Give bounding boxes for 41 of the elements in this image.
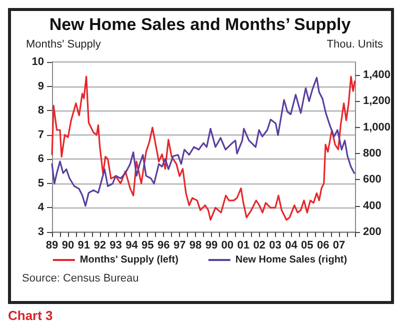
x-tick-label: 89: [46, 240, 58, 252]
x-tick-label: 98: [189, 240, 202, 252]
y-tick-label: 10: [32, 56, 44, 68]
source-note: Source: Census Bureau: [22, 272, 139, 284]
y2-tick-label: 200: [363, 226, 382, 238]
x-tick-label: 01: [237, 240, 250, 252]
y-axis-title: Months' Supply: [26, 38, 102, 50]
y-tick-label: 7: [38, 128, 44, 141]
y-tick-label: 8: [38, 104, 44, 117]
caption: Chart 3: [8, 308, 53, 323]
y2-tick-label: 1,200: [363, 95, 391, 108]
y2-tick-label: 400: [363, 200, 382, 212]
y-tick-label: 5: [38, 177, 44, 190]
x-tick-label: 93: [110, 240, 122, 252]
legend-label: Months' Supply (left): [80, 254, 178, 266]
y2-tick-label: 600: [363, 174, 382, 186]
x-tick-label: 97: [173, 240, 186, 252]
y2-tick-label: 1,400: [363, 69, 391, 82]
y-tick-label: 6: [38, 153, 44, 166]
x-tick-label: 96: [158, 240, 170, 252]
x-tick-label: 90: [62, 240, 74, 252]
x-tick-label: 00: [221, 240, 234, 252]
x-tick-label: 07: [332, 240, 346, 252]
x-tick-label: 06: [316, 240, 330, 252]
x-tick-label: 91: [78, 240, 90, 252]
y-tick-label: 9: [38, 80, 44, 92]
x-tick-label: 92: [94, 240, 106, 252]
y2-tick-label: 800: [363, 148, 382, 160]
x-tick-label: 05: [301, 240, 314, 252]
y2-axis-title: Thou. Units: [326, 38, 384, 50]
x-tick-label: 95: [142, 240, 154, 252]
y-tick-label: 4: [38, 202, 45, 214]
chart-title: New Home Sales and Months’ Supply: [49, 15, 352, 34]
x-tick-label: 04: [285, 240, 298, 252]
y2-tick-label: 1,000: [363, 121, 391, 134]
x-tick-label: 99: [205, 240, 218, 252]
x-tick-label: 94: [126, 240, 139, 252]
x-tick-label: 02: [253, 240, 266, 252]
y-tick-label: 3: [38, 226, 44, 238]
x-tick-label: 03: [269, 240, 282, 252]
legend-label: New Home Sales (right): [235, 254, 348, 266]
